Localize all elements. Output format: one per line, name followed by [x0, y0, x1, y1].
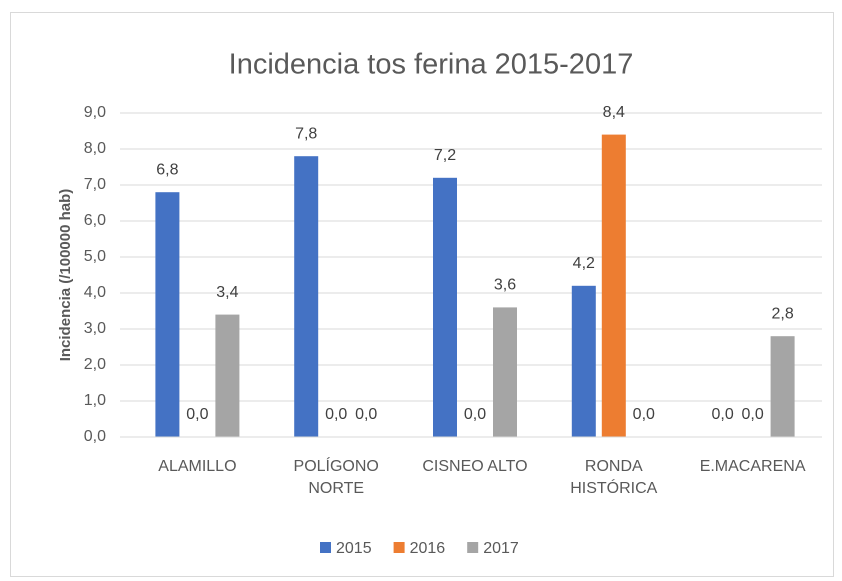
x-tick-label: CISNEO ALTO — [422, 458, 528, 475]
data-label: 2,8 — [771, 305, 793, 322]
data-label: 0,0 — [325, 406, 347, 423]
x-tick-label: POLÍGONO NORTE — [293, 458, 379, 497]
data-label: 3,6 — [494, 277, 516, 294]
data-label: 3,4 — [216, 284, 238, 301]
data-label: 0,0 — [741, 406, 763, 423]
legend-label: 2015 — [336, 540, 372, 557]
data-label: 4,2 — [573, 255, 595, 272]
bar — [294, 156, 319, 437]
y-tick-label: 0,0 — [84, 428, 106, 445]
data-label: 0,0 — [186, 406, 208, 423]
data-label: 0,0 — [464, 406, 486, 423]
bar — [571, 285, 596, 437]
data-label: 7,8 — [295, 125, 317, 142]
legend-swatch — [393, 542, 405, 553]
legend-label: 2017 — [483, 540, 519, 557]
y-tick-label: 4,0 — [84, 284, 106, 301]
chart-title: Incidencia tos ferina 2015-2017 — [229, 49, 634, 81]
legend-swatch — [320, 542, 331, 553]
data-label: 0,0 — [355, 406, 377, 423]
y-tick-label: 6,0 — [84, 212, 106, 229]
bar — [155, 192, 180, 437]
data-label: 0,0 — [633, 406, 655, 423]
y-tick-label: 8,0 — [84, 140, 106, 157]
y-axis-title: Incidencia (/100000 hab) — [57, 189, 74, 362]
data-label: 7,2 — [434, 147, 456, 164]
legend-swatch — [467, 542, 479, 553]
y-tick-label: 2,0 — [84, 356, 106, 373]
x-tick-label: RONDA HISTÓRICA — [570, 458, 658, 497]
data-label: 6,8 — [156, 161, 178, 178]
y-tick-label: 7,0 — [84, 176, 106, 193]
y-tick-label: 9,0 — [84, 104, 106, 121]
bar — [433, 177, 457, 438]
y-tick-label: 3,0 — [84, 320, 106, 337]
data-label: 0,0 — [711, 406, 733, 423]
y-tick-label: 5,0 — [84, 248, 106, 265]
bar — [215, 314, 240, 437]
chart-frame — [10, 12, 834, 577]
bar — [493, 307, 517, 437]
bar — [601, 134, 626, 437]
x-tick-label: ALAMILLO — [158, 458, 237, 475]
legend-label: 2016 — [410, 540, 446, 557]
x-tick-label: E.MACARENA — [699, 458, 806, 475]
y-tick-label: 1,0 — [84, 392, 106, 409]
data-label: 8,4 — [603, 104, 625, 121]
bar — [770, 336, 795, 437]
